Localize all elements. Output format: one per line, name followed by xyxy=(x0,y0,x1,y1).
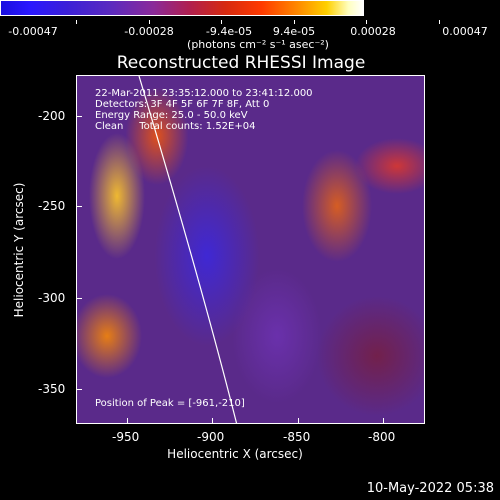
colorbar-tick-label: 0.00047 xyxy=(442,25,488,38)
plot-title: Reconstructed RHESSI Image xyxy=(116,53,366,73)
colorbar-tick-label: -9.4e-05 xyxy=(205,25,253,38)
colorbar xyxy=(0,0,364,16)
x-tick-label: -950 xyxy=(112,430,140,444)
colorbar-tick xyxy=(366,20,367,24)
info-peak-position: Position of Peak = [-961,-210] xyxy=(95,398,245,409)
x-tick xyxy=(383,418,384,424)
y-tick-label: -350 xyxy=(38,382,66,396)
colorbar-tick xyxy=(76,20,77,24)
colorbar-tick xyxy=(149,20,150,24)
generation-timestamp: 10-May-2022 05:38 xyxy=(366,481,494,496)
colorbar-tick xyxy=(439,20,440,24)
y-tick xyxy=(76,389,82,390)
y-tick-label: -250 xyxy=(38,199,66,213)
colorbar-tick xyxy=(221,20,222,24)
y-tick xyxy=(76,116,82,117)
x-tick xyxy=(212,418,213,424)
x-axis-label: Heliocentric X (arcsec) xyxy=(167,447,303,461)
colorbar-tick-label: -0.00028 xyxy=(124,25,174,38)
x-tick-label: -900 xyxy=(197,430,225,444)
colorbar-tick-label: 0.00028 xyxy=(350,25,396,38)
y-axis-label: Heliocentric Y (arcsec) xyxy=(12,182,26,318)
colorbar-tick-label: -0.00047 xyxy=(8,25,58,38)
y-tick xyxy=(76,206,82,207)
x-tick-label: -800 xyxy=(368,430,396,444)
y-tick-label: -300 xyxy=(38,291,66,305)
x-tick xyxy=(127,418,128,424)
colorbar-tick xyxy=(294,20,295,24)
solar-limb-line xyxy=(138,76,238,423)
x-tick xyxy=(298,418,299,424)
x-tick-label: -850 xyxy=(283,430,311,444)
colorbar-tick-label: 9.4e-05 xyxy=(272,25,316,38)
info-time-range: 22-Mar-2011 23:35:12.000 to 23:41:12.000 xyxy=(95,88,313,99)
limb-overlay xyxy=(138,76,238,423)
info-energy-range: Energy Range: 25.0 - 50.0 keV xyxy=(95,110,248,121)
info-total-counts: Clean Total counts: 1.52E+04 xyxy=(95,121,256,132)
y-tick-label: -200 xyxy=(38,109,66,123)
info-detectors: Detectors: 3F 4F 5F 6F 7F 8F, Att 0 xyxy=(95,99,270,110)
y-tick xyxy=(76,298,82,299)
colorbar-units: (photons cm⁻² s⁻¹ asec⁻²) xyxy=(187,38,329,51)
rhessi-image: 22-Mar-2011 23:35:12.000 to 23:41:12.000… xyxy=(76,75,425,424)
